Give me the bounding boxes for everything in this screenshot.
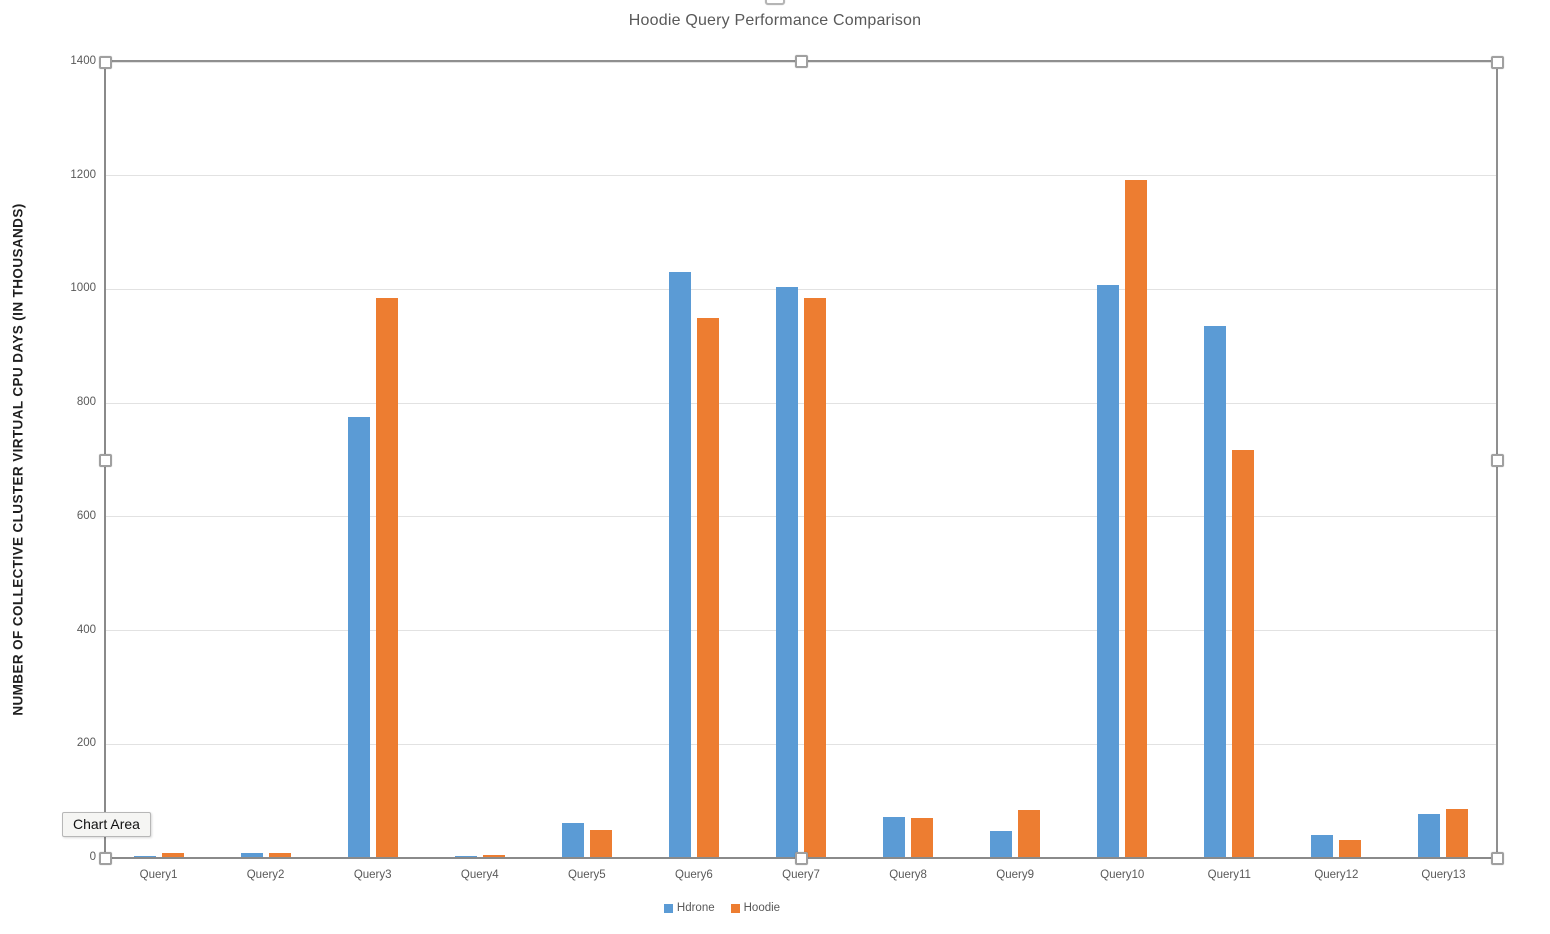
x-label-query4: Query4 <box>460 869 499 881</box>
bar-group-query4 <box>426 62 533 858</box>
resize-handle[interactable] <box>1490 851 1504 865</box>
bar-hoodie-query12[interactable] <box>1339 839 1362 858</box>
resize-handle[interactable] <box>98 453 112 467</box>
bar-group-query2 <box>212 62 319 858</box>
bar-hoodie-query6[interactable] <box>696 317 719 858</box>
gridline <box>105 516 1497 518</box>
bar-hoodie-query11[interactable] <box>1232 449 1255 858</box>
plot-area[interactable] <box>105 61 1497 858</box>
bar-hoodie-query3[interactable] <box>375 297 398 858</box>
bar-group-query11 <box>1176 62 1283 858</box>
bar-hoodie-query5[interactable] <box>589 829 612 858</box>
gridline <box>105 175 1497 177</box>
bar-hoodie-query8[interactable] <box>911 817 934 858</box>
bar-hdrone-query10[interactable] <box>1097 285 1120 858</box>
y-axis-title[interactable]: NUMBER OF COLLECTIVE CLUSTER VIRTUAL CPU… <box>10 203 26 716</box>
resize-handle[interactable] <box>794 54 808 68</box>
bar-hoodie-query13[interactable] <box>1446 808 1469 858</box>
bar-hoodie-query7[interactable] <box>803 297 826 858</box>
bar-group-query12 <box>1283 62 1390 858</box>
y-tick-label: 800 <box>76 396 96 409</box>
chart-title[interactable]: Hoodie Query Performance Comparison <box>628 12 922 29</box>
bar-group-query9 <box>962 62 1069 858</box>
x-label-query6: Query6 <box>675 869 713 881</box>
legend[interactable]: Hdrone Hoodie <box>0 902 1444 914</box>
legend-label-hdrone: Hdrone <box>676 902 715 914</box>
bar-hdrone-query12[interactable] <box>1311 835 1334 858</box>
bar-group-query13 <box>1390 62 1497 858</box>
gridline <box>105 630 1497 632</box>
x-label-query10: Query10 <box>1100 869 1145 881</box>
bar-hoodie-query10[interactable] <box>1125 179 1148 858</box>
x-label-query9: Query9 <box>996 869 1034 881</box>
x-label-query7: Query7 <box>782 869 820 881</box>
outer-resize-handle-partial[interactable] <box>765 0 785 5</box>
bar-hdrone-query7[interactable] <box>775 286 798 858</box>
bar-group-query6 <box>640 62 747 858</box>
y-tick-label: 1200 <box>70 168 96 181</box>
x-label-query8: Query8 <box>889 869 927 881</box>
x-label-query3: Query3 <box>353 869 392 881</box>
bar-group-query8 <box>855 62 962 858</box>
bar-hoodie-query2[interactable] <box>268 853 291 858</box>
bar-hoodie-query4[interactable] <box>482 855 505 858</box>
bar-hdrone-query4[interactable] <box>454 855 477 858</box>
bar-hdrone-query11[interactable] <box>1204 326 1227 858</box>
bar-hdrone-query13[interactable] <box>1418 813 1441 858</box>
bar-hdrone-query2[interactable] <box>240 852 263 858</box>
chart-area-tooltip: Chart Area <box>62 812 151 837</box>
bar-hoodie-query1[interactable] <box>161 853 184 858</box>
gridline <box>105 743 1497 745</box>
hoodie-swatch-icon <box>730 903 740 913</box>
resize-handle[interactable] <box>1490 55 1504 69</box>
x-label-query5: Query5 <box>567 869 606 881</box>
y-tick-label: 200 <box>76 737 96 750</box>
bar-group-query10 <box>1069 62 1176 858</box>
legend-label-hoodie: Hoodie <box>743 902 781 914</box>
x-label-query11: Query11 <box>1207 869 1251 881</box>
y-tick-label: 0 <box>89 851 96 863</box>
x-label-query13: Query13 <box>1421 869 1466 881</box>
bar-group-query3 <box>319 62 426 858</box>
bar-hdrone-query8[interactable] <box>883 817 906 858</box>
bar-hdrone-query1[interactable] <box>133 855 156 858</box>
gridline <box>105 288 1497 290</box>
x-label-query12: Query12 <box>1314 869 1359 881</box>
bar-group-query7 <box>747 62 854 858</box>
y-tick-label: 400 <box>76 623 96 636</box>
resize-handle[interactable] <box>1490 453 1504 467</box>
resize-handle[interactable] <box>98 55 112 69</box>
bar-hoodie-query9[interactable] <box>1018 809 1041 858</box>
resize-handle[interactable] <box>98 851 112 865</box>
bar-group-query5 <box>533 62 640 858</box>
bar-hdrone-query9[interactable] <box>990 830 1013 858</box>
gridline <box>105 402 1497 404</box>
y-tick-label: 600 <box>76 509 96 522</box>
bar-group-query1 <box>105 62 212 858</box>
legend-item-hdrone[interactable]: Hdrone <box>663 902 715 914</box>
bar-hdrone-query3[interactable] <box>347 417 370 858</box>
y-tick-label: 1400 <box>70 55 96 67</box>
y-tick-label: 1000 <box>70 282 96 295</box>
hdrone-swatch-icon <box>663 903 673 913</box>
x-label-query1: Query1 <box>139 869 178 881</box>
bar-hdrone-query6[interactable] <box>668 272 691 858</box>
resize-handle[interactable] <box>794 851 808 865</box>
bar-hdrone-query5[interactable] <box>561 822 584 858</box>
x-label-query2: Query2 <box>246 869 285 881</box>
legend-item-hoodie[interactable]: Hoodie <box>730 902 781 914</box>
